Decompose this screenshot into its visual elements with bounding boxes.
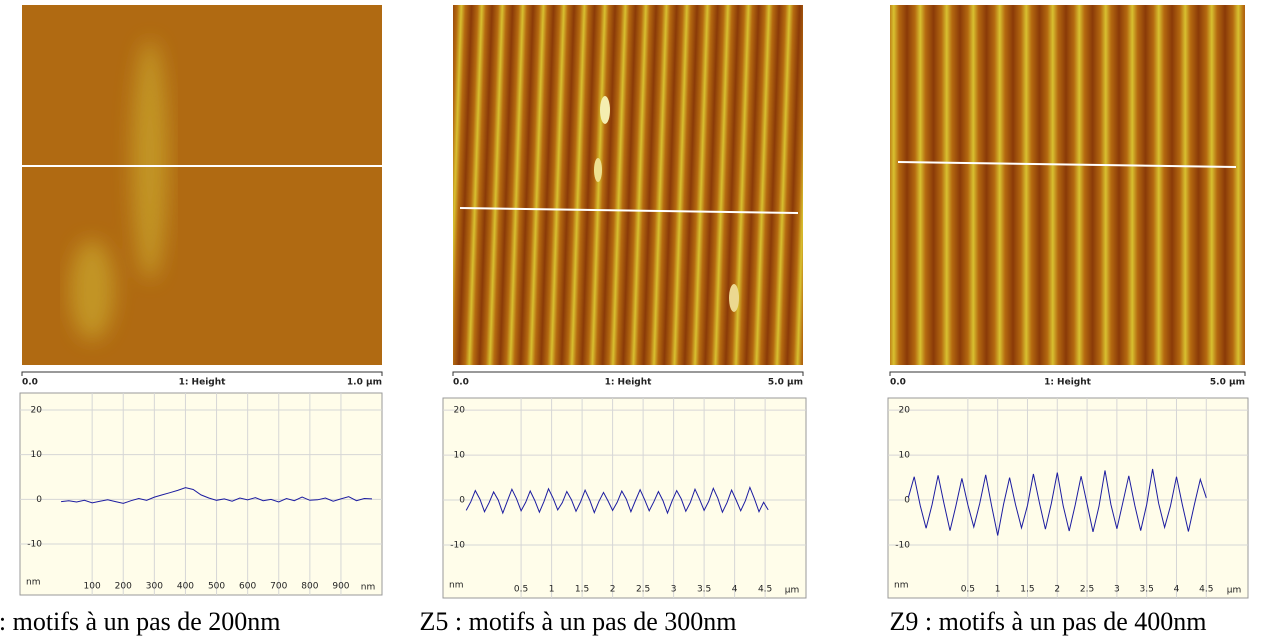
x-tick-label: 700 (270, 582, 287, 592)
y-tick-label: -10 (450, 540, 465, 550)
x-tick-label: 800 (301, 582, 318, 592)
scale-bar (21, 371, 383, 376)
scale-bar-end: 1.0 µm (347, 378, 382, 388)
x-tick-label: 3.5 (697, 585, 711, 595)
x-tick-label: 3 (1114, 585, 1120, 595)
x-tick-label: 1 (995, 585, 1001, 595)
y-tick-label: -10 (895, 540, 910, 550)
profile-line (465, 485, 769, 515)
y-tick-label: 0 (459, 496, 465, 506)
x-tick-label: 2 (1054, 585, 1060, 595)
caption: Z9 : motifs à un pas de 400nm (889, 607, 1206, 636)
x-tick-label: 2 (610, 585, 616, 595)
scale-bar (889, 371, 1246, 376)
x-tick-label: 2.5 (636, 585, 650, 595)
plot-background (19, 392, 383, 596)
scale-bar-label: 1: Height (179, 378, 227, 388)
y-tick-label: 0 (36, 495, 42, 505)
afm-image-z5 (453, 5, 803, 365)
afm-image-z9 (890, 5, 1245, 365)
y-tick-label: 10 (31, 450, 43, 460)
y-tick-label: 20 (31, 405, 43, 415)
scale-bar (452, 371, 804, 376)
y-tick-label: 10 (454, 451, 466, 461)
x-tick-label: 0.5 (961, 585, 975, 595)
x-tick-label: 4.5 (1199, 585, 1213, 595)
caption: Z5 : motifs à un pas de 300nm (419, 607, 736, 636)
plot-background (442, 397, 807, 599)
y-axis-label: nm (894, 581, 908, 591)
scale-bar-end: 5.0 µm (1210, 378, 1245, 388)
x-tick-label: 1 (549, 585, 555, 595)
x-tick-label: 400 (177, 582, 194, 592)
x-axis-label: µm (1227, 586, 1242, 596)
x-tick-label: 2.5 (1080, 585, 1094, 595)
y-tick-label: 20 (454, 406, 466, 416)
x-tick-label: 0.5 (514, 585, 528, 595)
scale-bar-end: 5.0 µm (768, 378, 803, 388)
x-tick-label: 1.5 (575, 585, 589, 595)
x-tick-label: 300 (146, 582, 163, 592)
caption: Z1 : motifs à un pas de 200nm (0, 607, 281, 636)
x-tick-label: 100 (84, 582, 101, 592)
x-tick-label: 500 (208, 582, 225, 592)
y-axis-label: nm (449, 581, 463, 591)
x-tick-label: 4.5 (758, 585, 772, 595)
y-tick-label: 0 (904, 496, 910, 506)
y-tick-label: 20 (899, 406, 911, 416)
x-tick-label: 1.5 (1020, 585, 1034, 595)
afm-image-z1 (22, 5, 382, 365)
x-axis-label: µm (785, 586, 800, 596)
profile-line (907, 468, 1207, 536)
x-tick-label: 200 (115, 582, 132, 592)
x-tick-label: 600 (239, 582, 256, 592)
profile-line (61, 487, 373, 504)
x-tick-label: 900 (332, 582, 349, 592)
plot-background (887, 397, 1249, 599)
x-tick-label: 3.5 (1140, 585, 1154, 595)
y-tick-label: -10 (27, 540, 42, 550)
x-tick-label: 4 (732, 585, 738, 595)
x-tick-label: 4 (1174, 585, 1180, 595)
x-tick-label: 3 (671, 585, 677, 595)
scale-bar-label: 1: Height (1044, 378, 1092, 388)
scale-bar-start: 0.0 (22, 378, 38, 388)
scale-bar-start: 0.0 (453, 378, 469, 388)
scale-bar-label: 1: Height (605, 378, 653, 388)
x-axis-label: nm (361, 583, 375, 593)
y-tick-label: 10 (899, 451, 911, 461)
scale-bar-start: 0.0 (890, 378, 906, 388)
y-axis-label: nm (26, 578, 40, 588)
